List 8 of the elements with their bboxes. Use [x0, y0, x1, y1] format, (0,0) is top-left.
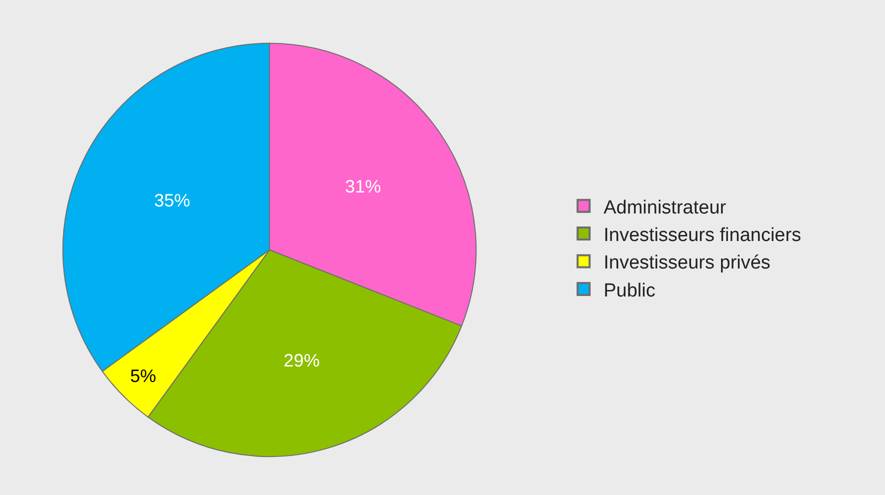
legend-label: Investisseurs financiers — [604, 224, 802, 246]
data-label: 29% — [284, 350, 320, 371]
data-label: 5% — [130, 366, 156, 386]
legend-label: Administrateur — [604, 197, 727, 218]
data-label: 31% — [345, 176, 382, 196]
legend-label: Public — [604, 280, 656, 302]
legend-label: Investisseurs privés — [604, 252, 770, 274]
data-label: 35% — [154, 190, 190, 210]
